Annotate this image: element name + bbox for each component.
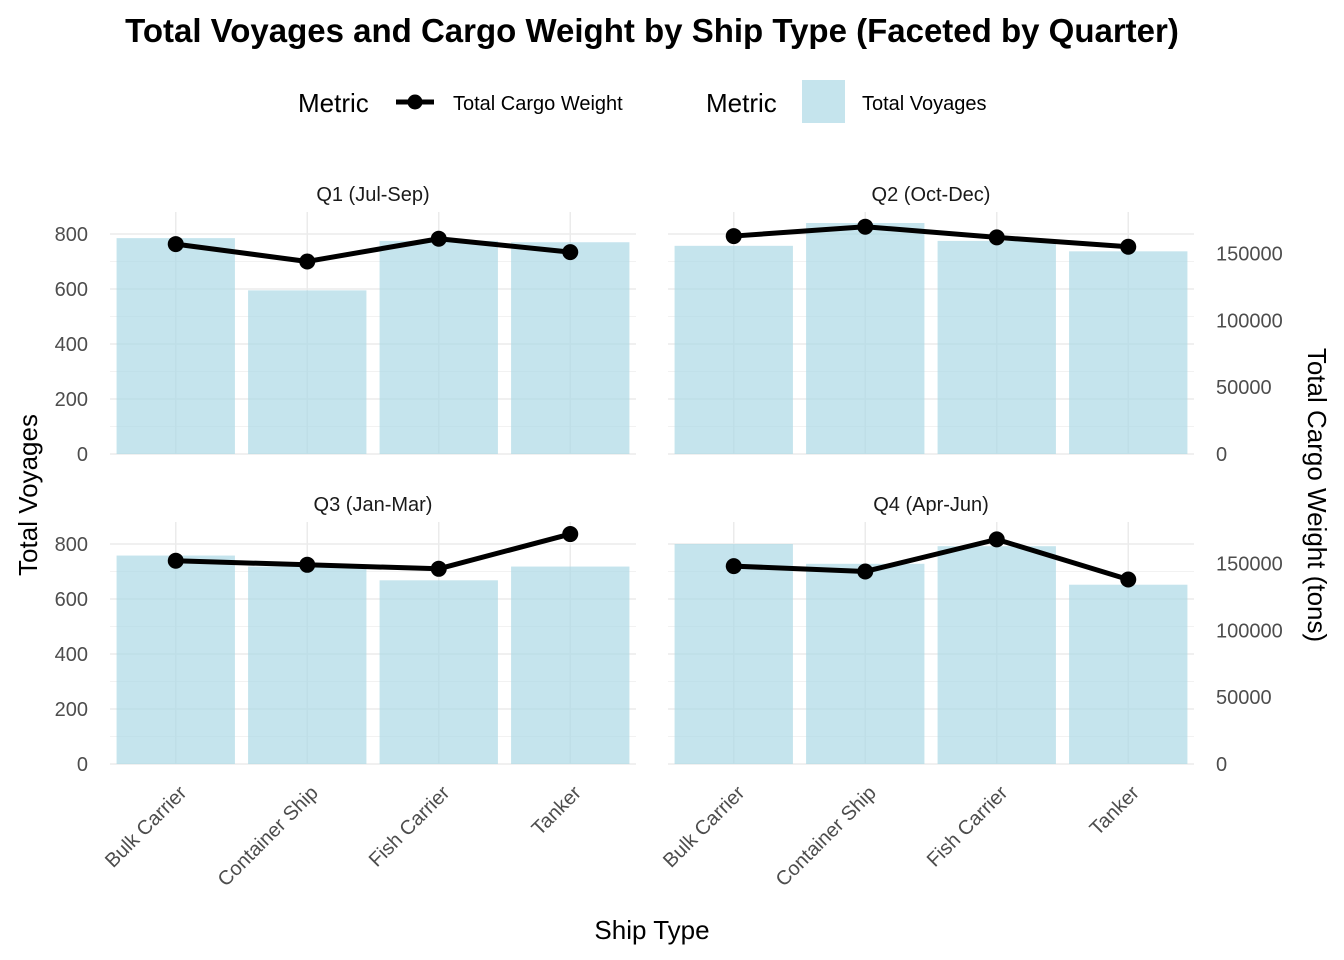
y-tick-label: 800 [55,224,88,246]
y-axis-title: Total Voyages [13,414,43,576]
facet-label: Q1 (Jul-Sep) [316,184,429,206]
data-point [562,244,579,261]
legend-line-label: Total Cargo Weight [453,93,623,115]
y2-tick-label: 0 [1216,444,1227,466]
y-tick-label: 200 [55,699,88,721]
y-tick-label: 800 [55,534,88,556]
series-line [175,531,571,572]
x-tick-label: Tanker [1086,782,1144,840]
bar [379,240,498,454]
y2-tick-label: 100000 [1216,310,1283,332]
facet-panels: Q1 (Jul-Sep) 0 200 400 600 800 Q2 (Oct-Dec) 0 50… [55,184,1283,891]
x-tick-label: Bulk Carrier [659,782,749,872]
data-point [988,531,1005,548]
series-line [733,224,1129,250]
bar [1069,251,1188,454]
data-point [430,560,447,577]
y2-tick-label: 50000 [1216,377,1272,399]
bar [511,566,630,764]
legend-bar-label: Total Voyages [862,93,987,115]
data-point [167,552,184,569]
y2-tick-label: 0 [1216,754,1227,776]
y-tick-label: 0 [77,754,88,776]
bar [116,238,235,454]
legend-line-title: Metric [298,88,369,118]
legend-bar-swatch [802,80,845,123]
data-point [562,526,579,543]
bar [248,566,367,764]
y2-tick-label: 150000 [1216,553,1283,575]
legend-point-swatch [407,94,423,110]
y-tick-label: 400 [55,644,88,666]
y-tick-label: 200 [55,389,88,411]
facet-panel: Q1 (Jul-Sep) 0 200 400 600 800 [55,184,636,466]
series-line [175,236,571,264]
chart-title: Total Voyages and Cargo Weight by Ship T… [125,12,1179,49]
data-point [1120,238,1137,255]
bar [116,555,235,764]
facet-label: Q3 (Jan-Mar) [314,494,433,516]
facet-panel: Q2 (Oct-Dec) 0 50000 100000 150000 [668,184,1283,466]
bar [511,242,630,454]
bar [806,563,925,764]
x-tick-label: Fish Carrier [365,782,455,872]
series-line [733,536,1129,582]
data-point [1120,571,1137,588]
y-tick-label: 400 [55,334,88,356]
data-point [299,253,316,270]
facet-label: Q4 (Apr-Jun) [873,494,989,516]
bar [937,240,1056,454]
bar [937,546,1056,764]
bar [806,223,925,454]
facet-panel: Q3 (Jan-Mar) 0 200 400 600 800 Bulk Carrier Con… [55,494,636,891]
bar [379,580,498,764]
y2-tick-label: 100000 [1216,620,1283,642]
data-point [988,229,1005,246]
data-point [725,228,742,245]
x-axis-title: Ship Type [594,915,709,945]
data-point [857,563,874,580]
x-tick-label: Tanker [528,782,586,840]
y-tick-label: 0 [77,444,88,466]
y-tick-label: 600 [55,589,88,611]
y2-axis-title: Total Cargo Weight (tons) [1302,348,1332,642]
bar [248,290,367,454]
bar [674,245,793,454]
x-tick-label: Fish Carrier [923,782,1013,872]
y2-tick-label: 150000 [1216,243,1283,265]
legend: Metric Total Cargo Weight Metric Total V… [298,80,987,123]
x-tick-label: Bulk Carrier [101,782,191,872]
data-point [857,218,874,235]
facet-label: Q2 (Oct-Dec) [872,184,991,206]
legend-bar-title: Metric [706,88,777,118]
data-point [430,230,447,247]
y2-tick-label: 50000 [1216,687,1272,709]
bar [674,544,793,764]
y-tick-label: 600 [55,279,88,301]
bar [1069,584,1188,764]
x-tick-label: Container Ship [772,782,881,891]
data-point [725,558,742,575]
data-point [167,236,184,253]
data-point [299,556,316,573]
x-tick-label: Container Ship [214,782,323,891]
facet-panel: Q4 (Apr-Jun) 0 50000 100000 150000 Bulk Carri… [659,494,1283,891]
